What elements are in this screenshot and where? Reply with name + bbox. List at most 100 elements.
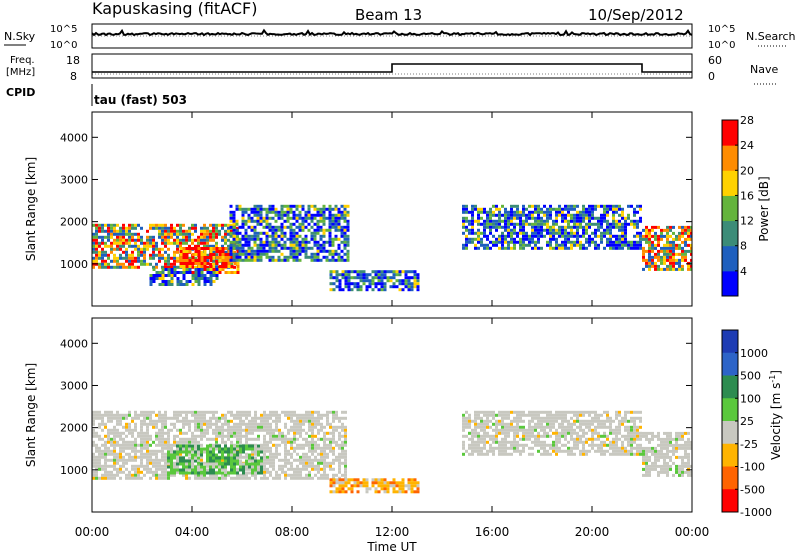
cell-r4: [368, 273, 372, 277]
cell-r3: [167, 280, 171, 283]
cell-r3: [176, 271, 180, 274]
cell-r2: [304, 216, 308, 220]
cell-r2: [347, 487, 351, 491]
cell-r0: [116, 461, 119, 465]
cell-r0: [239, 413, 242, 417]
cell-r2: [250, 249, 254, 253]
cell-r3: [540, 425, 543, 429]
cell-r4: [413, 285, 417, 289]
cell-r0: [119, 229, 122, 233]
cell-r5: [636, 210, 639, 214]
cell-r2: [329, 481, 333, 485]
cell-r2: [295, 255, 299, 259]
cell-r1: [194, 253, 198, 256]
cell-r3: [179, 280, 183, 283]
cell-r2: [322, 255, 326, 259]
cell-r5: [633, 240, 636, 244]
cell-r1: [170, 447, 173, 451]
cell-r6: [642, 246, 645, 250]
cell-r2: [274, 240, 278, 244]
cell-r0: [182, 232, 185, 236]
cell-r4: [395, 285, 399, 289]
cell-r2: [229, 231, 233, 235]
cell-r0: [335, 458, 338, 462]
cell-r6: [675, 234, 678, 238]
cell-r0: [140, 226, 143, 230]
cell-r1: [221, 471, 224, 475]
cell-r5: [570, 204, 573, 208]
cell-r3: [161, 280, 165, 283]
cell-r3: [552, 422, 555, 426]
cell-r0: [146, 449, 149, 453]
cell-r2: [256, 213, 260, 217]
cell-r3: [170, 277, 174, 280]
cell-r5: [486, 222, 489, 226]
cell-r0: [191, 410, 194, 414]
cell-r5: [561, 231, 564, 235]
cell-r0: [344, 452, 347, 456]
cell-r3: [501, 428, 504, 432]
xtick-label-1: 04:00: [175, 525, 210, 539]
cell-r3: [480, 425, 483, 429]
cell-r3: [603, 452, 606, 456]
cell-r2: [262, 207, 266, 211]
cell-r3: [630, 449, 633, 453]
cell-r3: [543, 428, 546, 432]
cell-r0: [269, 473, 272, 477]
cell-r0: [221, 235, 224, 239]
cell-r0: [110, 226, 113, 230]
cell-r2: [280, 228, 284, 232]
cell-r4: [645, 455, 648, 459]
cell-r4: [681, 458, 684, 462]
cell-r0: [194, 455, 197, 459]
cell-r2: [250, 237, 254, 241]
cell-r5: [537, 240, 540, 244]
cell-r3: [477, 449, 480, 453]
cell-r0: [299, 467, 302, 471]
cell-r6: [654, 231, 657, 235]
cell-r2: [344, 481, 348, 485]
cell-r1: [218, 450, 221, 454]
cell-r3: [215, 274, 219, 277]
cell-r0: [152, 470, 155, 474]
cell-r5: [621, 210, 624, 214]
cell-r2: [407, 484, 411, 488]
cell-r0: [167, 431, 170, 435]
cell-r5: [582, 243, 585, 247]
cell-r2: [241, 252, 245, 256]
cell-r5: [513, 222, 516, 226]
cell-r0: [107, 256, 110, 260]
cell-r0: [305, 476, 308, 480]
cell-r3: [567, 449, 570, 453]
cell-r5: [591, 216, 594, 220]
cell-r4: [645, 452, 648, 456]
cell-r0: [92, 241, 95, 245]
cell-r0: [167, 256, 170, 260]
cell-r5: [480, 207, 483, 211]
cell-r3: [624, 437, 627, 441]
cell-r0: [101, 265, 104, 269]
cell-r0: [122, 449, 125, 453]
cell-r0: [95, 238, 98, 242]
cell-r2: [253, 228, 257, 232]
cell-r3: [522, 419, 525, 423]
cell-r4: [666, 437, 669, 441]
cell-r2: [398, 481, 402, 485]
cell-r3: [615, 434, 618, 438]
cell-r6: [666, 225, 669, 229]
cell-r3: [206, 277, 210, 280]
cell-r1: [257, 453, 260, 457]
cell-r0: [296, 470, 299, 474]
cell-r5: [549, 210, 552, 214]
cell-r0: [134, 473, 137, 477]
cell-r5: [567, 231, 570, 235]
cell-r0: [314, 446, 317, 450]
cell-r1: [203, 471, 206, 475]
cell-r0: [98, 413, 101, 417]
cell-r3: [522, 431, 525, 435]
cell-r2: [316, 246, 320, 250]
cell-r5: [495, 237, 498, 241]
cell-r5: [627, 246, 630, 250]
cell-r4: [383, 285, 387, 289]
cell-r0: [131, 259, 134, 263]
